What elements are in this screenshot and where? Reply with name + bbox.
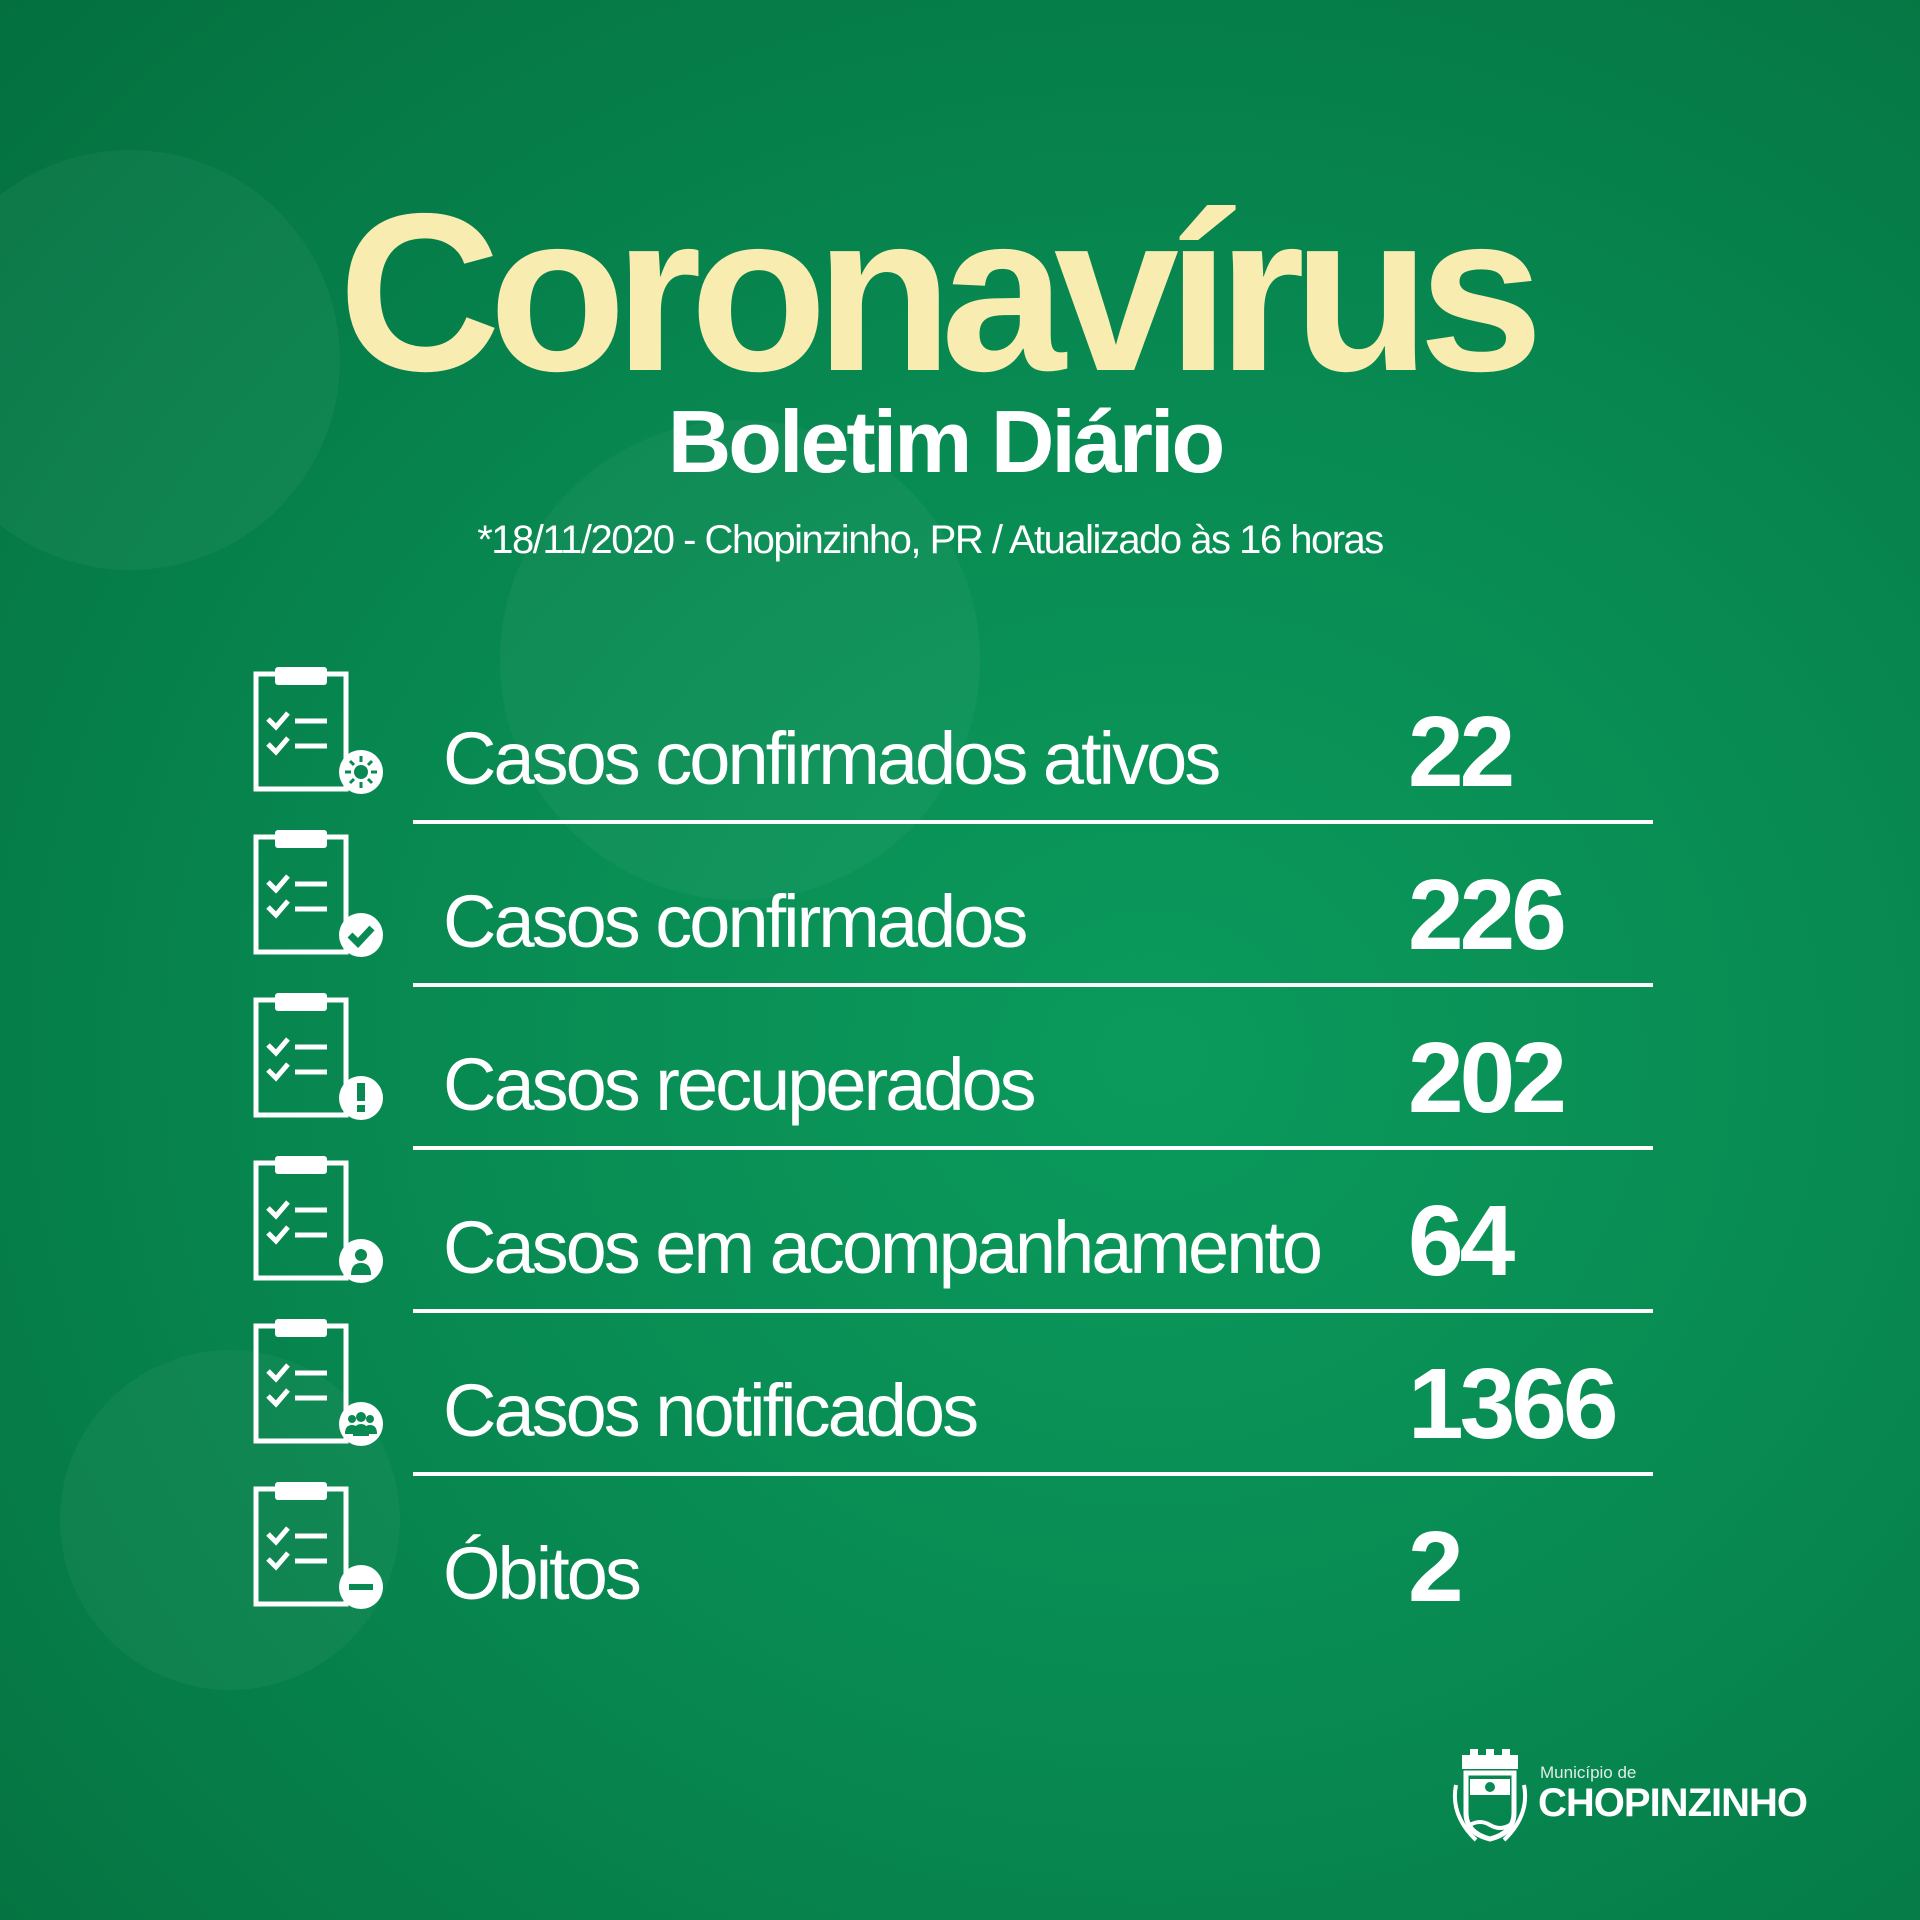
virus-background [0,150,340,570]
municipality-logo: Município de CHOPINZINHO [1450,1745,1830,1850]
row-divider [413,820,1653,824]
stat-row: Casos notificados 1366 [253,1316,1653,1476]
logo-name: CHOPINZINHO [1538,1781,1808,1825]
stat-value: 202 [1408,1022,1567,1134]
clipboard-group-icon [253,1319,383,1446]
stat-value: 64 [1408,1185,1515,1297]
stat-value: 22 [1408,696,1515,808]
date-location-line: *18/11/2020 - Chopinzinho, PR / Atualiza… [477,518,1384,562]
stat-label: Casos em acompanhamento [443,1206,1323,1289]
clipboard-virus-icon [253,667,383,794]
coat-of-arms-icon [1453,1749,1527,1842]
stat-label: Casos confirmados [443,880,1028,963]
stat-label: Casos recuperados [443,1043,1037,1126]
stat-row: Casos recuperados 202 [253,990,1653,1150]
page-title: Coronavírus [338,166,1543,418]
clipboard-exclamation-icon [253,993,383,1120]
stat-value: 2 [1408,1511,1464,1623]
stat-row: Óbitos 2 [253,1479,1653,1639]
row-divider [413,1472,1653,1476]
row-divider [413,1146,1653,1150]
virus-background [60,1350,400,1690]
page-subtitle: Boletim Diário [667,392,1226,491]
stat-row: Casos confirmados ativos 22 [253,664,1653,824]
stat-value: 226 [1408,859,1567,971]
clipboard-person-icon [253,1156,383,1283]
stat-row: Casos em acompanhamento 64 [253,1153,1653,1313]
stat-row: Casos confirmados 226 [253,827,1653,987]
clipboard-check-icon [253,830,383,957]
row-divider [413,983,1653,987]
stat-label: Casos notificados [443,1369,979,1452]
stat-label: Óbitos [443,1532,642,1615]
logo-caption: Município de [1540,1763,1637,1782]
clipboard-minus-icon [253,1482,383,1609]
stat-value: 1366 [1408,1348,1618,1460]
stat-label: Casos confirmados ativos [443,717,1221,800]
row-divider [413,1309,1653,1313]
